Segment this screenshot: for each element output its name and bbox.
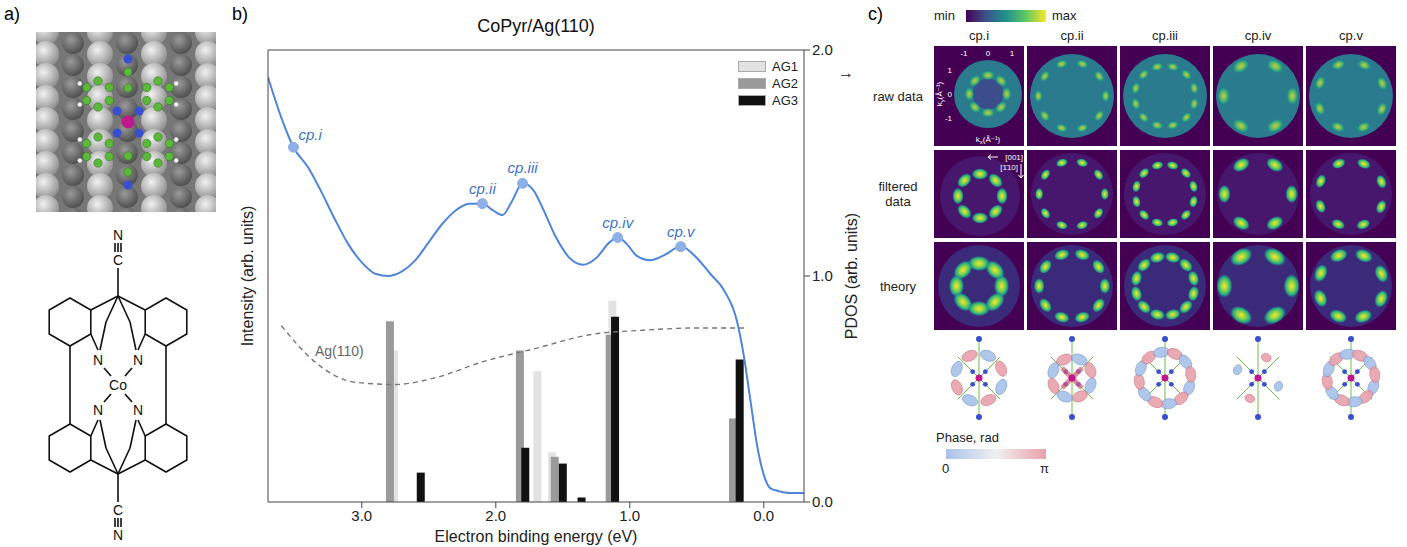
html-text:cp.iv: cp.iv — [1244, 28, 1272, 43]
html-text:theory: theory — [879, 278, 917, 294]
svg-text:0: 0 — [948, 90, 953, 99]
svg-text:1.0: 1.0 — [812, 267, 833, 284]
html-text:cp.v: cp.v — [1339, 28, 1363, 43]
svg-text:N: N — [133, 352, 143, 368]
svg-text:cp.v: cp.v — [667, 223, 696, 240]
html-text:0: 0 — [942, 461, 950, 476]
html-text:AG2: AG2 — [772, 76, 798, 91]
svg-text:3.0: 3.0 — [351, 507, 372, 524]
svg-text:cp.iv: cp.iv — [602, 214, 634, 231]
html-text:Phase, rad: Phase, rad — [936, 430, 999, 445]
svg-text:0.0: 0.0 — [753, 507, 774, 524]
svg-text:0.0: 0.0 — [812, 493, 833, 510]
html-text:min: min — [934, 8, 955, 23]
svg-text:kx(Å⁻¹): kx(Å⁻¹) — [976, 135, 1001, 145]
html-text:raw data: raw data — [873, 88, 923, 104]
svg-text:cp.ii: cp.ii — [469, 180, 496, 197]
svg-text:N: N — [93, 402, 103, 418]
svg-text:[1̄10]: [1̄10] — [1000, 163, 1018, 172]
svg-text:[001]: [001] — [1005, 153, 1023, 162]
svg-text:Co: Co — [109, 377, 127, 393]
html-text:cp.i: cp.i — [968, 28, 990, 43]
svg-text:0: 0 — [986, 49, 991, 58]
svg-text:-1: -1 — [960, 49, 968, 58]
html-text:π: π — [1040, 461, 1049, 476]
svg-text:1: 1 — [948, 66, 953, 75]
svg-text:N: N — [113, 527, 123, 542]
svg-text:1: 1 — [1010, 49, 1015, 58]
html-text:PDOS (arb. units): PDOS (arb. units) — [843, 212, 860, 340]
svg-text:1.0: 1.0 — [619, 507, 640, 524]
svg-text:ky(Å⁻¹): ky(Å⁻¹) — [935, 81, 945, 106]
html-text:cp.ii: cp.ii — [1060, 28, 1084, 43]
html-text:AG3: AG3 — [772, 93, 798, 108]
svg-text:Ag(110): Ag(110) — [315, 343, 364, 359]
svg-text:Electron binding energy (eV): Electron binding energy (eV) — [435, 528, 638, 545]
svg-text:cp.i: cp.i — [298, 126, 322, 143]
svg-text:C: C — [113, 252, 123, 268]
html-text:b): b) — [232, 4, 248, 24]
html-text:Intensity (arb. units): Intensity (arb. units) — [239, 205, 256, 347]
svg-text:-1: -1 — [945, 114, 953, 123]
html-text:max: max — [1052, 8, 1077, 23]
html-text:c): c) — [868, 4, 883, 24]
svg-text:2.0: 2.0 — [485, 507, 506, 524]
svg-text:cp.iii: cp.iii — [508, 159, 539, 176]
html-text:cp.iii: cp.iii — [1152, 28, 1178, 43]
html-text:AG1: AG1 — [772, 59, 798, 74]
html-text:filtered data: filtered data — [878, 179, 918, 209]
svg-text:N: N — [93, 352, 103, 368]
svg-text:N: N — [133, 402, 143, 418]
html-text:a): a) — [4, 4, 20, 24]
html-text:CoPyr/Ag(110): CoPyr/Ag(110) — [477, 16, 595, 36]
svg-text:C: C — [113, 502, 123, 518]
svg-text:N: N — [113, 227, 123, 243]
svg-text:2.0: 2.0 — [812, 41, 833, 58]
